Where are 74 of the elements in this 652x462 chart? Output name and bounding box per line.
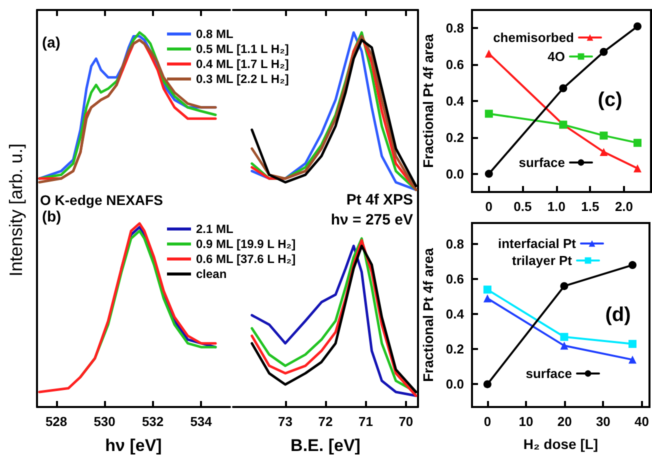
- x-tick-label: 0: [484, 414, 492, 429]
- legend-label: chemisorbed: [493, 30, 574, 45]
- x-tick-label: 1.0: [547, 199, 566, 214]
- y-axis-title: Fractional Pt 4f area: [420, 34, 436, 168]
- legend-label: trilayer Pt: [512, 253, 573, 268]
- x-tick-label: 10: [518, 414, 534, 429]
- x-tick-label: 70: [398, 414, 414, 429]
- point: [484, 170, 493, 178]
- legend-label: 0.8 ML: [196, 27, 234, 41]
- legend-label: 0.3 ML [2.2 L H₂]: [196, 72, 289, 86]
- point: [600, 132, 608, 140]
- legend-label: 0.6 ML [37.6 L H₂]: [196, 252, 296, 266]
- x-tick-label: 20: [557, 414, 572, 429]
- point: [560, 332, 568, 341]
- y-tick-label: 0.4: [446, 94, 465, 108]
- point: [484, 110, 493, 118]
- y-tick-label: 0.2: [446, 342, 464, 357]
- x-tick-label: 534: [190, 414, 213, 429]
- x-axis-title: hν [eV]: [105, 436, 162, 455]
- legend-label: 0.5 ML [1.1 L H₂]: [196, 42, 289, 56]
- point: [600, 48, 608, 56]
- annotation: (c): [598, 89, 622, 111]
- x-axis-title: H₂ dose [L]: [523, 436, 598, 452]
- x-axis-title: B.E. [eV]: [290, 436, 360, 455]
- annotation: hν = 275 eV: [330, 212, 413, 228]
- y-axis-title: Intensity [arb. u.]: [6, 143, 26, 277]
- x-tick-label: 71: [358, 414, 373, 429]
- legend-label: surface: [518, 155, 565, 170]
- y-tick-label: 0.0: [446, 376, 464, 392]
- point: [483, 380, 492, 388]
- x-tick-label: 72: [318, 414, 333, 429]
- point: [560, 342, 568, 350]
- point: [628, 340, 637, 348]
- legend-label: 0.4 ML [1.7 L H₂]: [196, 57, 289, 71]
- annotation: O K-edge NEXAFS: [40, 192, 163, 208]
- annotation: (b): [42, 208, 62, 226]
- x-tick-label: 40: [634, 414, 650, 429]
- point: [628, 356, 637, 364]
- point: [633, 164, 642, 172]
- x-tick-label: 528: [45, 414, 68, 429]
- point: [484, 50, 493, 58]
- point: [628, 261, 637, 270]
- x-tick-label: 73: [278, 414, 293, 429]
- legend-label: 0.9 ML [19.9 L H₂]: [196, 237, 296, 251]
- legend-label: interfacial Pt: [498, 236, 577, 251]
- x-tick-label: 1.5: [581, 199, 600, 214]
- point: [634, 22, 642, 30]
- y-tick-label: 0.6: [446, 57, 464, 72]
- point: [559, 84, 568, 92]
- x-tick-label: 532: [142, 414, 164, 429]
- legend-label: surface: [526, 366, 572, 381]
- y-tick-label: 0.0: [446, 166, 464, 182]
- legend-label: clean: [196, 267, 227, 281]
- point: [483, 286, 492, 294]
- x-tick-label: 0.5: [514, 199, 532, 214]
- point: [633, 138, 642, 147]
- legend-label: 2.1 ML: [196, 222, 234, 236]
- annotation: Pt 4f XPS: [346, 192, 413, 208]
- point: [483, 294, 492, 302]
- x-tick-label: 30: [596, 414, 610, 429]
- y-tick-label: 0.8: [446, 236, 464, 252]
- annotation: (a): [42, 34, 60, 52]
- y-tick-label: 0.6: [446, 272, 464, 287]
- point: [560, 282, 568, 290]
- x-tick-label: 530: [94, 414, 116, 429]
- annotation: (d): [605, 304, 631, 326]
- y-tick-label: 0.8: [446, 20, 464, 36]
- y-tick-label: 0.2: [446, 130, 464, 145]
- x-tick-label: 0: [485, 199, 493, 214]
- point: [600, 148, 608, 156]
- y-axis-title: Fractional Pt 4f area: [420, 248, 436, 382]
- legend-label: 4O: [548, 49, 565, 64]
- x-tick-label: 2.0: [614, 199, 634, 214]
- y-tick-label: 0.4: [446, 306, 465, 322]
